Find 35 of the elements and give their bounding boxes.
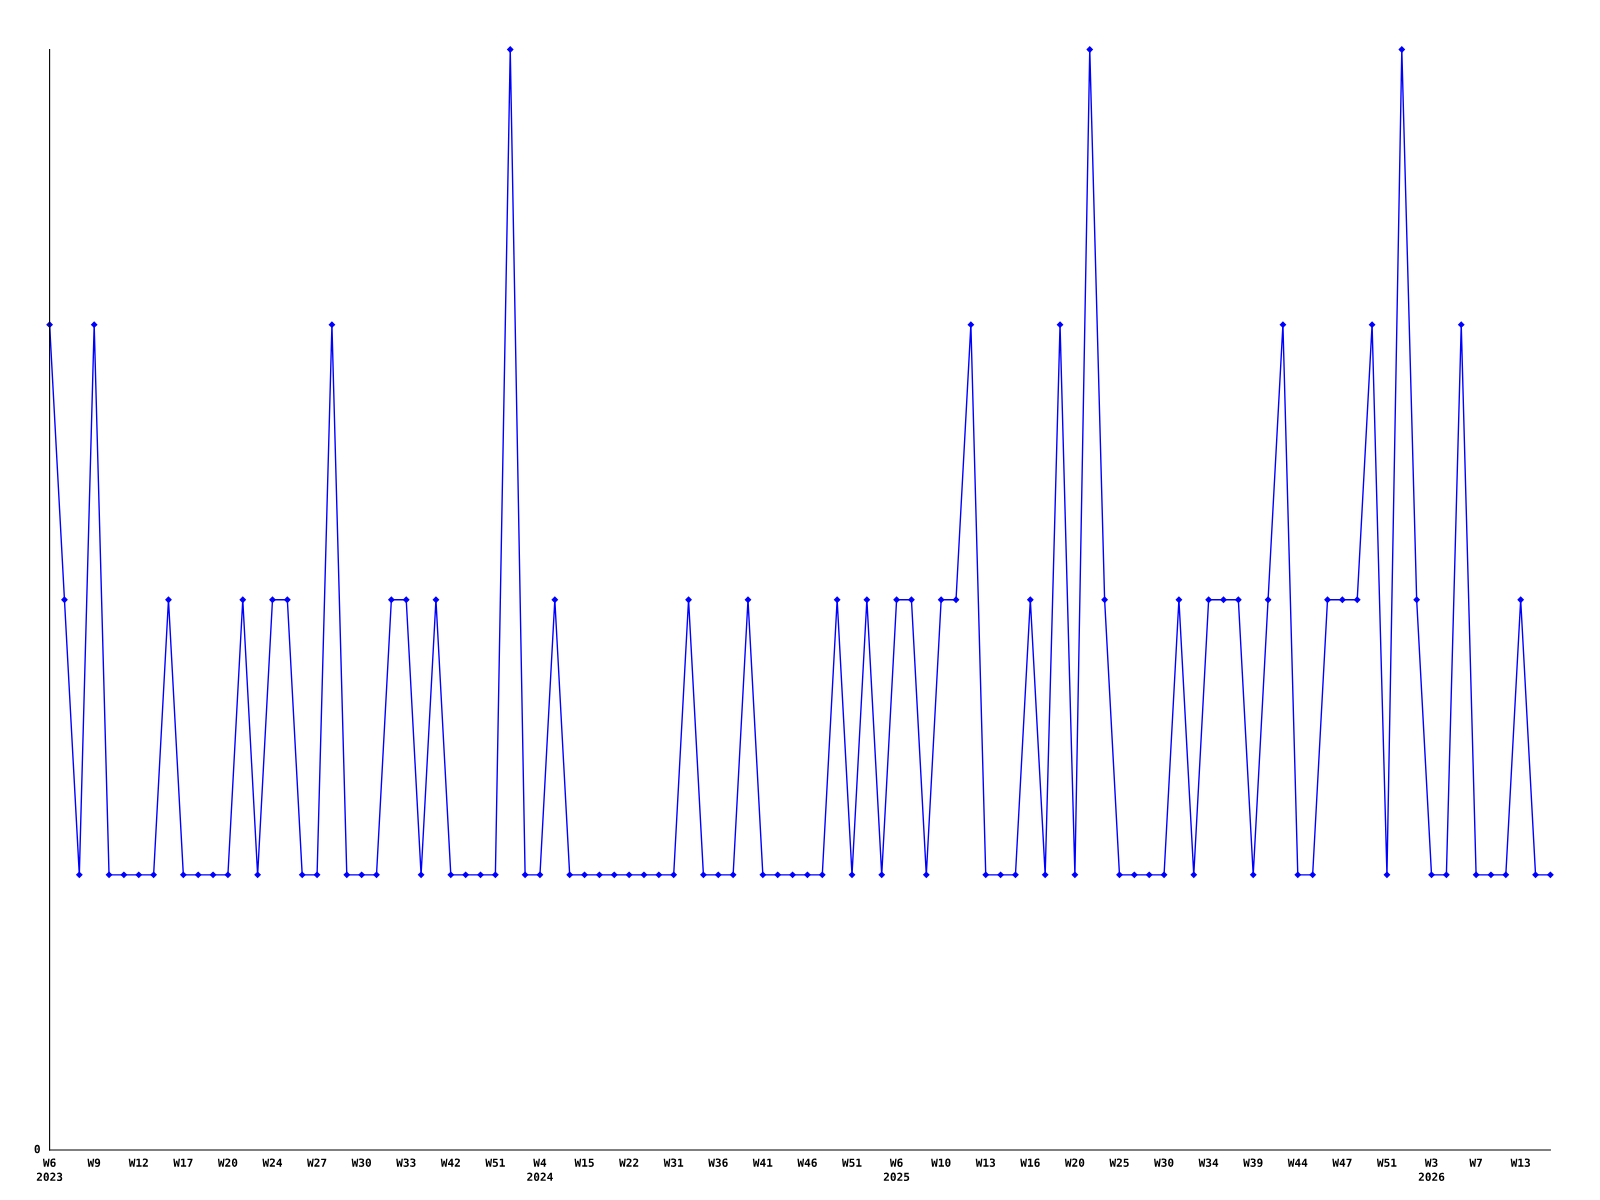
x-tick-label: W30 [1154, 1158, 1174, 1167]
x-tick-label: W3 2026 [1418, 1158, 1445, 1182]
x-tick-label: W25 [1109, 1158, 1129, 1167]
x-tick-label: W6 2025 [883, 1158, 910, 1182]
x-tick-label: W30 [351, 1158, 372, 1167]
x-tick-label: W17 [173, 1158, 193, 1167]
x-tick-label: W46 [797, 1158, 817, 1167]
x-tick-label: W51 [841, 1158, 862, 1167]
x-tick-label: W20 [217, 1158, 238, 1167]
x-tick-label: W24 [262, 1158, 283, 1167]
x-tick-label: W20 [1064, 1158, 1085, 1167]
x-tick-label: W27 [307, 1158, 327, 1167]
x-tick-label: W6 2023 [36, 1158, 63, 1182]
text: 0 [34, 1144, 40, 1154]
x-tick-label: W15 [574, 1158, 594, 1167]
x-tick-label: W13 [1510, 1158, 1530, 1167]
x-tick-label: W22 [619, 1158, 639, 1167]
x-tick-label: W42 [440, 1158, 460, 1167]
x-tick-label: W51 [1376, 1158, 1397, 1167]
x-tick-label: W41 [752, 1158, 773, 1167]
x-tick-label: W47 [1332, 1158, 1352, 1167]
x-tick-label: W4 2024 [527, 1158, 553, 1182]
x-tick-label: W12 [128, 1158, 148, 1167]
x-tick-label: W36 [708, 1158, 728, 1167]
x-tick-label: W31 [663, 1158, 684, 1167]
x-tick-label: W10 [931, 1158, 951, 1167]
x-tick-label: W9 [87, 1158, 101, 1167]
x-tick-label: W51 [485, 1158, 505, 1167]
x-tick-label: W34 [1198, 1158, 1219, 1167]
x-tick-label: W33 [396, 1158, 416, 1167]
x-tick-label: W7 [1469, 1158, 1482, 1167]
x-tick-label: W44 [1287, 1158, 1308, 1167]
x-tick-label: W39 [1243, 1158, 1263, 1167]
x-tick-label: W16 [1020, 1158, 1040, 1167]
x-tick-label: W13 [975, 1158, 996, 1167]
